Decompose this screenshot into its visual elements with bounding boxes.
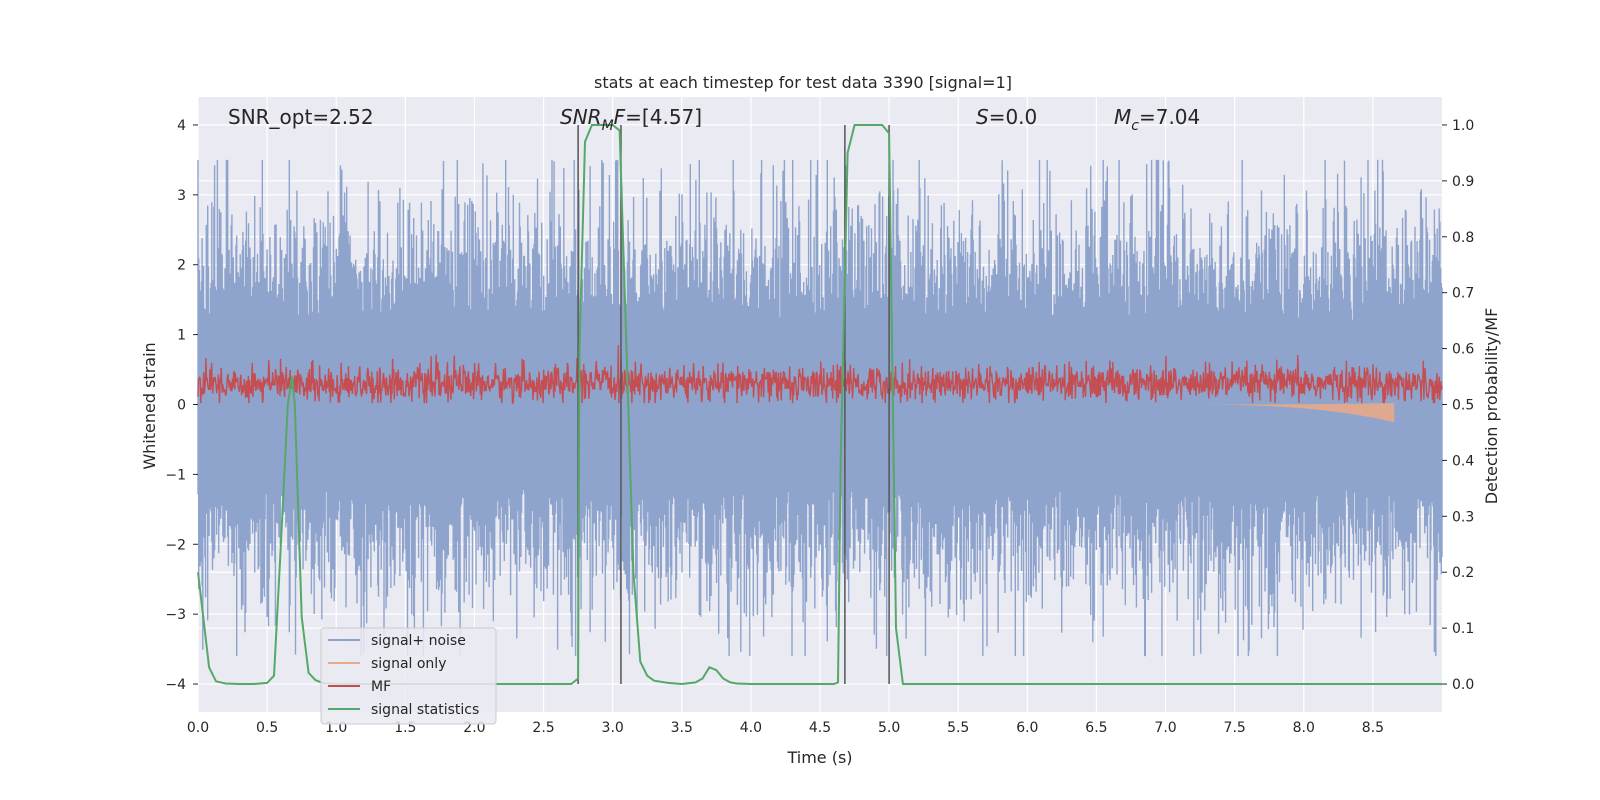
y-left-tick-label: 1 (177, 328, 186, 344)
x-tick-label: 6.0 (1016, 720, 1038, 736)
x-tick-label: 3.0 (602, 720, 624, 736)
signal-statistics-series (197, 124, 1442, 686)
y-right-tick-label: 0.5 (1452, 398, 1474, 414)
y-right-tick-label: 0.7 (1452, 286, 1474, 302)
mc-value: =7.04 (1139, 105, 1200, 129)
y-right-tick-label: 0.2 (1452, 565, 1474, 581)
mc-annotation: Mc=7.04 (1114, 105, 1200, 134)
y-right-tick-label: 0.4 (1452, 453, 1474, 469)
snr-mf-symbol2: F (614, 105, 626, 129)
x-tick-label: 7.0 (1154, 720, 1176, 736)
y-right-tick-label: 0.1 (1452, 621, 1474, 637)
y-left-tick-label: 3 (177, 188, 186, 204)
legend-label: MF (371, 679, 391, 695)
y-right-tick-label: 0.3 (1452, 509, 1474, 525)
x-tick-label: 0.5 (256, 720, 278, 736)
y-left-tick-label: 4 (177, 118, 186, 134)
y-left-tick-label: 2 (177, 258, 186, 274)
snr-opt-annotation: SNR_opt=2.52 (228, 105, 374, 129)
y-left-tick-label: −4 (165, 677, 186, 693)
x-tick-label: 5.0 (878, 720, 900, 736)
y-right-tick-label: 0.8 (1452, 230, 1474, 246)
mc-sub: c (1131, 118, 1139, 134)
y-right-tick-label: 0.0 (1452, 677, 1474, 693)
x-tick-label: 5.5 (947, 720, 969, 736)
y-left-tick-label: −3 (165, 607, 186, 623)
y-right-tick-label: 1.0 (1452, 118, 1474, 134)
legend-label: signal+ noise (371, 633, 466, 649)
x-tick-label: 8.5 (1362, 720, 1384, 736)
x-tick-label: 6.5 (1085, 720, 1107, 736)
snr-mf-sub: M (602, 118, 614, 134)
s-annotation: S=0.0 (976, 105, 1037, 129)
y-left-tick-label: 0 (177, 398, 186, 414)
x-tick-label: 2.5 (532, 720, 554, 736)
signal-statistics-trace (197, 124, 1442, 686)
legend-box (320, 627, 497, 725)
x-tick-label: 8.0 (1293, 720, 1315, 736)
legend: signal+ noise signal only MF signal statist… (320, 627, 497, 725)
mc-symbol: M (1114, 105, 1131, 129)
y-right-axis-label: Detection probability/MF (1482, 308, 1501, 505)
y-left-axis-label: Whitened strain (140, 342, 159, 469)
mf-series (197, 345, 1443, 404)
x-tick-label: 7.5 (1224, 720, 1246, 736)
chart-title: stats at each timestep for test data 339… (594, 73, 1012, 92)
x-axis-label: Time (s) (786, 748, 852, 767)
x-tick-label: 0.0 (187, 720, 209, 736)
y-left-tick-label: −2 (165, 537, 186, 553)
legend-label: signal only (371, 656, 446, 672)
s-value: =0.0 (989, 105, 1038, 129)
snr-mf-symbol: SNR (560, 105, 602, 129)
y-left-tick-labels: 4 3 2 1 0 −1 −2 −3 −4 (165, 118, 198, 693)
snr-mf-annotation: SNRMF=[4.57] (560, 105, 702, 134)
y-right-tick-labels: 1.0 0.9 0.8 0.7 0.6 0.5 0.4 0.3 0.2 0.1 0.0 (1442, 118, 1474, 693)
y-right-tick-label: 0.9 (1452, 174, 1474, 190)
snr-mf-value: =[4.57] (625, 105, 702, 129)
mf-trace (197, 345, 1443, 404)
signal-only-trace (1197, 403, 1395, 422)
x-tick-label: 3.5 (671, 720, 693, 736)
legend-label: signal statistics (371, 702, 479, 718)
signal-only-series (1197, 403, 1395, 422)
y-left-tick-label: −1 (165, 467, 186, 483)
y-right-tick-label: 0.6 (1452, 342, 1474, 358)
x-tick-label: 4.5 (809, 720, 831, 736)
s-symbol: S (976, 105, 989, 129)
x-tick-label: 4.0 (740, 720, 762, 736)
